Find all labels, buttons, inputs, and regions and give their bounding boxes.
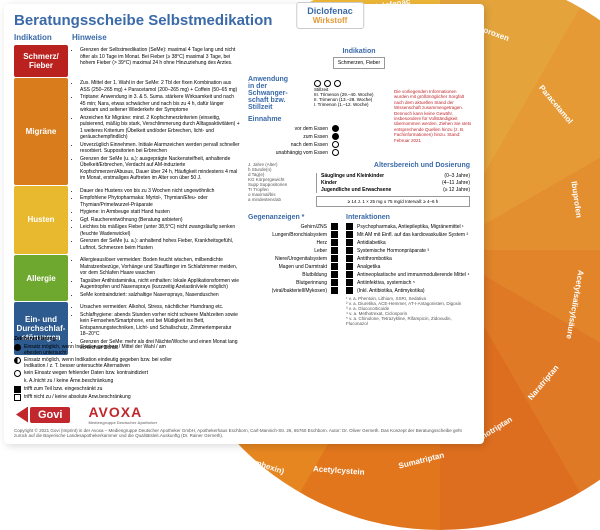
inter-item: Antiinfektiva, systemisch ⁵	[346, 279, 470, 286]
gegen-item: Magen und Darmtrakt	[248, 263, 338, 270]
legend: Zeichenerklärung: Einsatz möglich, wenn …	[14, 336, 184, 402]
indication-hints: Allergieauslöser vermeiden: Boden feucht…	[68, 255, 244, 301]
legend-item: Einsatz möglich, wenn Indikation gegeben…	[14, 344, 184, 356]
indication-tab: Schmerz/ Fieber	[14, 45, 68, 77]
indication-tab: Allergie	[14, 255, 68, 301]
copyright: Copyright © 2021 Govi (Imprint) in der A…	[14, 428, 474, 438]
avoxa-logo: AVOXAMediengruppe Deutscher Apotheker	[88, 404, 157, 425]
govi-logo: Govi	[30, 407, 70, 423]
indikation-value: Schmerzen, Fieber	[333, 57, 385, 69]
gegen-item: Blutgerinnung	[248, 279, 338, 286]
gegen-item: Blutbildung	[248, 271, 338, 278]
gegen-header: Gegenanzeigen *	[248, 214, 338, 221]
active-drug: Diclofenac	[307, 6, 353, 16]
indikation-header: Indikation	[248, 48, 470, 55]
inter-item: Antidiabetika	[346, 239, 470, 246]
dosierung-value: ≥ 14 J. 1 × 25 mg o 75 mg/d Intervall: ≥…	[316, 196, 470, 207]
col-header-indikation: Indikation	[14, 33, 72, 42]
inter-item: Antithrombotika	[346, 255, 470, 262]
indication-row: HustenDauer des Hustens von bis zu 3 Woc…	[14, 186, 244, 255]
inter-item: Mit AM mit Einfl. auf das kardiovaskulär…	[346, 231, 470, 238]
main-panel: Beratungsscheibe Selbstmedikation Indika…	[4, 4, 484, 444]
indication-row: Schmerz/ FieberGrenzen der Selbstmedikat…	[14, 45, 244, 77]
legend-item: k. A./nicht zu / keine Ärne.beschränkung	[14, 378, 184, 385]
inter-header: Interaktionen	[346, 214, 470, 221]
gegen-item: Leber	[248, 247, 338, 254]
abbreviations: J. Jahre (Alter) h Stunde(n) d Tag(e) KG…	[248, 162, 308, 204]
indication-hints: Dauer des Hustens von bis zu 3 Wochen ni…	[68, 186, 244, 255]
gegen-item: Herz	[248, 239, 338, 246]
anwendung-header: Anwendung in der Schwanger- schaft bzw. …	[248, 76, 308, 111]
page-title: Beratungsscheibe Selbstmedikation	[14, 12, 474, 29]
indication-tab: Migräne	[14, 78, 68, 185]
gegen-item: Niere/Urogenitalsystem	[248, 255, 338, 262]
age-row: Säuglinge und Kleinkinder(0–3 Jahre)	[321, 173, 470, 179]
legend-item: trifft nicht zu / keine absolute Anw.bes…	[14, 394, 184, 401]
indication-hints: Zus. Mittel der 1. Wahl in der SeMe: 2 T…	[68, 78, 244, 185]
indications-column: Schmerz/ FieberGrenzen der Selbstmedikat…	[14, 45, 244, 355]
indication-row: MigräneZus. Mittel der 1. Wahl in der Se…	[14, 78, 244, 185]
gegen-item: Gehirn/ZNS	[248, 223, 338, 230]
wirkstoff-indicator: Diclofenac Wirkstoff	[296, 2, 364, 29]
legend-title: Zeichenerklärung:	[14, 336, 184, 342]
indication-row: AllergieAllergieauslöser vermeiden: Bode…	[14, 255, 244, 301]
inter-item: Psychopharmaka, Antiepileptika, Migränem…	[346, 223, 470, 230]
footnotes: ¹ v. a. Phentoin, Lithium, SSRI, Sedativ…	[346, 296, 470, 326]
alters-header: Altersbereich und Dosierung	[316, 162, 470, 169]
legend-item: kein Einsatz wegen fehlender Daten bzw. …	[14, 370, 184, 377]
einnahme-item: unabhängig vom Essen	[248, 149, 470, 156]
gegen-item: Lungen/Bronchialsystem	[248, 231, 338, 238]
gegen-item: (viral/bakteriell/Mykosen)	[248, 287, 338, 294]
age-row: Kinder(4–11 Jahre)	[321, 180, 470, 186]
details-column: Indikation Schmerzen, Fieber Anwendung i…	[248, 45, 470, 355]
indication-hints: Grenzen der Selbstmedikation (SeMe): max…	[68, 45, 244, 77]
inter-item: (Inkl. Antibiotika, Antimykotika)	[346, 287, 470, 294]
age-row: Jugendliche und Erwachsene(≥ 12 Jahre)	[321, 187, 470, 193]
disclaimer: Die vorliegenden Informationen wurden mi…	[394, 89, 472, 143]
footer: Govi AVOXAMediengruppe Deutscher Apothek…	[14, 404, 474, 438]
indication-tab: Husten	[14, 186, 68, 255]
col-header-hinweise: Hinweise	[72, 33, 474, 42]
legend-item: trifft zum Teil bzw. eingeschränkt zu	[14, 386, 184, 393]
legend-item: Einsatz möglich, wenn Indikation eindeut…	[14, 357, 184, 369]
inter-item: Systemische Hormonpräparate ³	[346, 247, 470, 254]
inter-item: Antineoplastische und immunmodulierende …	[346, 271, 470, 278]
inter-item: Analgetika	[346, 263, 470, 270]
wirkstoff-label: Wirkstoff	[307, 16, 353, 25]
